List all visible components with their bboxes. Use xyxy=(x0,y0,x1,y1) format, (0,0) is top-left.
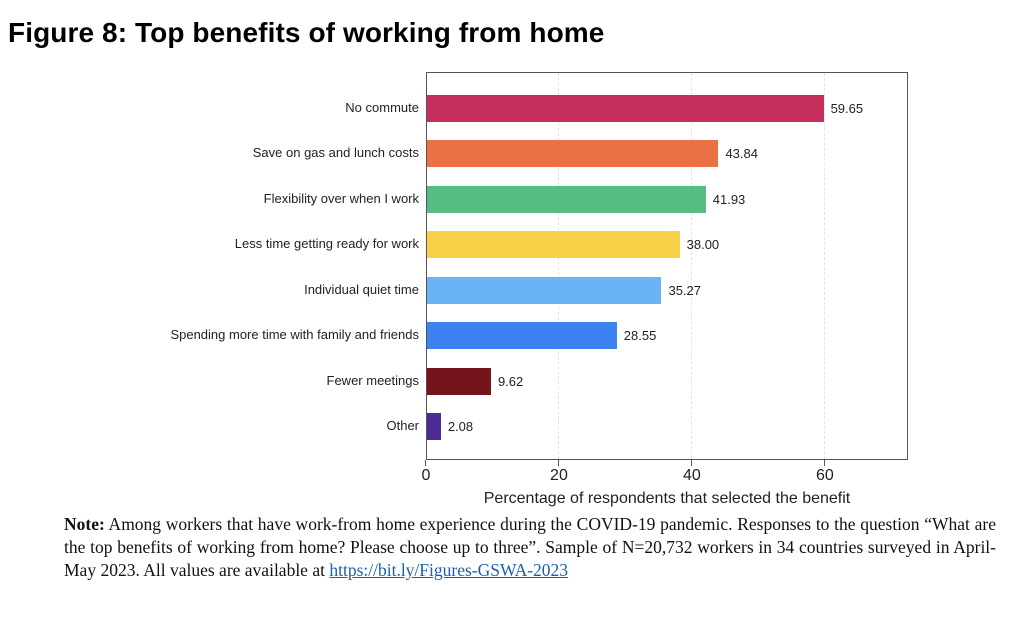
category-label: Other xyxy=(386,418,419,433)
note-label: Note: xyxy=(64,514,105,534)
x-tick-label: 40 xyxy=(683,467,701,484)
bar xyxy=(427,276,662,304)
category-label: No commute xyxy=(345,99,419,115)
bar-value-label: 2.08 xyxy=(447,419,474,434)
figure-note: Note: Among workers that have work-from … xyxy=(64,513,996,582)
x-tick-label: 20 xyxy=(550,467,568,484)
bar-value-label: 41.93 xyxy=(712,191,746,207)
x-axis-label: Percentage of respondents that selected … xyxy=(483,490,851,507)
bar xyxy=(427,367,491,395)
bar xyxy=(427,231,680,258)
plot-area: 59.65 43.84 41.93 38.00 35.27 28.55 9.62 2.08 xyxy=(426,72,908,460)
x-tick-label: 60 xyxy=(815,467,834,484)
bar xyxy=(427,322,617,349)
figures-link[interactable]: https://bit.ly/Figures-GSWA-2023 xyxy=(329,560,569,580)
figure-title: Figure 8: Top benefits of working from h… xyxy=(8,17,605,48)
x-tick xyxy=(824,460,826,466)
bar xyxy=(427,94,824,122)
bar-value-label: 38.00 xyxy=(686,237,720,252)
x-tick-label: 0 xyxy=(421,467,431,484)
bar-value-label: 59.65 xyxy=(830,100,864,116)
bar-value-label: 28.55 xyxy=(623,328,657,343)
gridline xyxy=(824,73,826,459)
bar xyxy=(427,413,441,440)
category-label: Spending more time with family and frien… xyxy=(170,327,419,342)
category-label: Individual quiet time xyxy=(304,281,419,297)
bar xyxy=(427,185,706,213)
category-label: Less time getting ready for work xyxy=(234,236,419,251)
category-label: Save on gas and lunch costs xyxy=(252,145,419,160)
bar xyxy=(427,140,719,167)
gridline xyxy=(558,73,560,459)
x-tick xyxy=(691,460,693,466)
category-label: Fewer meetings xyxy=(326,372,419,388)
x-tick xyxy=(558,460,560,466)
note-text: Among workers that have work-from home e… xyxy=(64,514,996,580)
bar-value-label: 9.62 xyxy=(497,373,524,389)
bar-value-label: 35.27 xyxy=(668,282,702,298)
gridline xyxy=(691,73,693,459)
x-tick xyxy=(425,460,427,466)
category-label: Flexibility over when I work xyxy=(263,190,419,206)
bar-value-label: 43.84 xyxy=(725,146,758,161)
